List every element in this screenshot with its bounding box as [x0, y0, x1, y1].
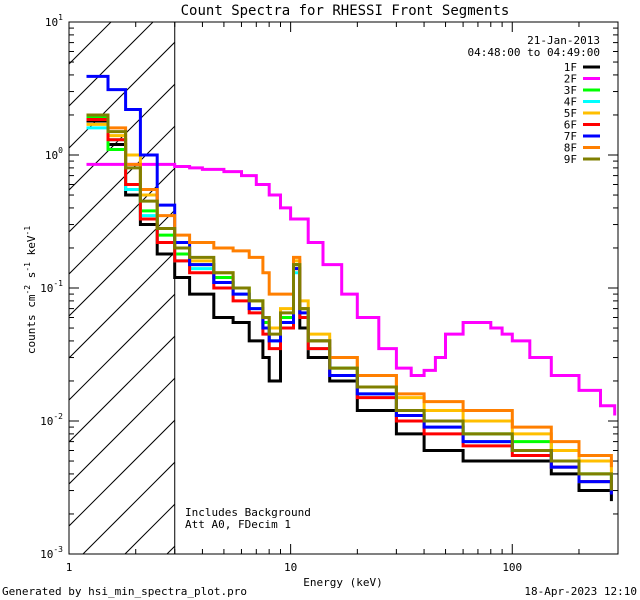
series-8F-line — [86, 113, 613, 468]
legend-label-8F: 8F — [564, 142, 577, 155]
y-tick-label: 101 — [45, 13, 63, 29]
generated-by-label: Generated by hsi_min_spectra_plot.pro — [2, 585, 247, 598]
series-4F-line — [86, 126, 613, 495]
legend-label-3F: 3F — [564, 84, 577, 97]
annotation-attenuator: Att A0, FDecim 1 — [185, 518, 291, 531]
hatch-line — [69, 83, 175, 191]
x-axis-ticks: 1 10 100 — [66, 22, 619, 574]
date-label: 21-Jan-2013 — [527, 34, 600, 47]
series-1F-line — [86, 119, 613, 502]
y-tick-label: 100 — [45, 146, 63, 162]
legend-label-2F: 2F — [564, 73, 577, 86]
chart-title: Count Spectra for RHESSI Front Segments — [181, 3, 510, 19]
legend-label-9F: 9F — [564, 153, 577, 166]
annotation-background: Includes Background — [185, 506, 311, 519]
series-group — [86, 74, 617, 502]
y-tick-label: 10-3 — [40, 545, 63, 561]
legend-label-1F: 1F — [564, 61, 577, 74]
hatch-line — [69, 377, 175, 485]
series-7F-line — [86, 74, 613, 495]
legend-label-6F: 6F — [564, 119, 577, 132]
series-2F-line — [86, 162, 617, 416]
legend-label-4F: 4F — [564, 96, 577, 109]
y-tick-label: 10-2 — [40, 412, 63, 428]
x-tick-label: 10 — [284, 561, 297, 574]
series-9F-line — [86, 113, 613, 491]
timestamp-label: 18-Apr-2023 12:10 — [524, 585, 637, 598]
hatched-region — [69, 22, 175, 554]
hatch-line — [69, 41, 175, 149]
y-axis-ticks: 101 100 10-1 10-2 10-3 — [40, 13, 618, 561]
hatch-line — [82, 461, 175, 554]
x-tick-label: 1 — [66, 561, 73, 574]
time-range-label: 04:48:00 to 04:49:00 — [468, 46, 600, 59]
hatch-line — [69, 419, 175, 527]
legend-label-7F: 7F — [564, 130, 577, 143]
x-axis-label: Energy (keV) — [303, 576, 382, 589]
plot-frame — [68, 21, 619, 555]
series-5F-line — [86, 122, 613, 474]
y-tick-label: 10-1 — [40, 279, 63, 295]
hatch-line — [69, 251, 175, 359]
hatch-line — [69, 22, 70, 23]
hatch-line — [69, 209, 175, 317]
series-6F-line — [86, 118, 613, 495]
legend-label-5F: 5F — [564, 107, 577, 120]
x-tick-label: 100 — [502, 561, 522, 574]
y-axis-label: counts cm-2 s-1 keV-1 — [23, 226, 38, 354]
hatch-line — [69, 22, 112, 65]
